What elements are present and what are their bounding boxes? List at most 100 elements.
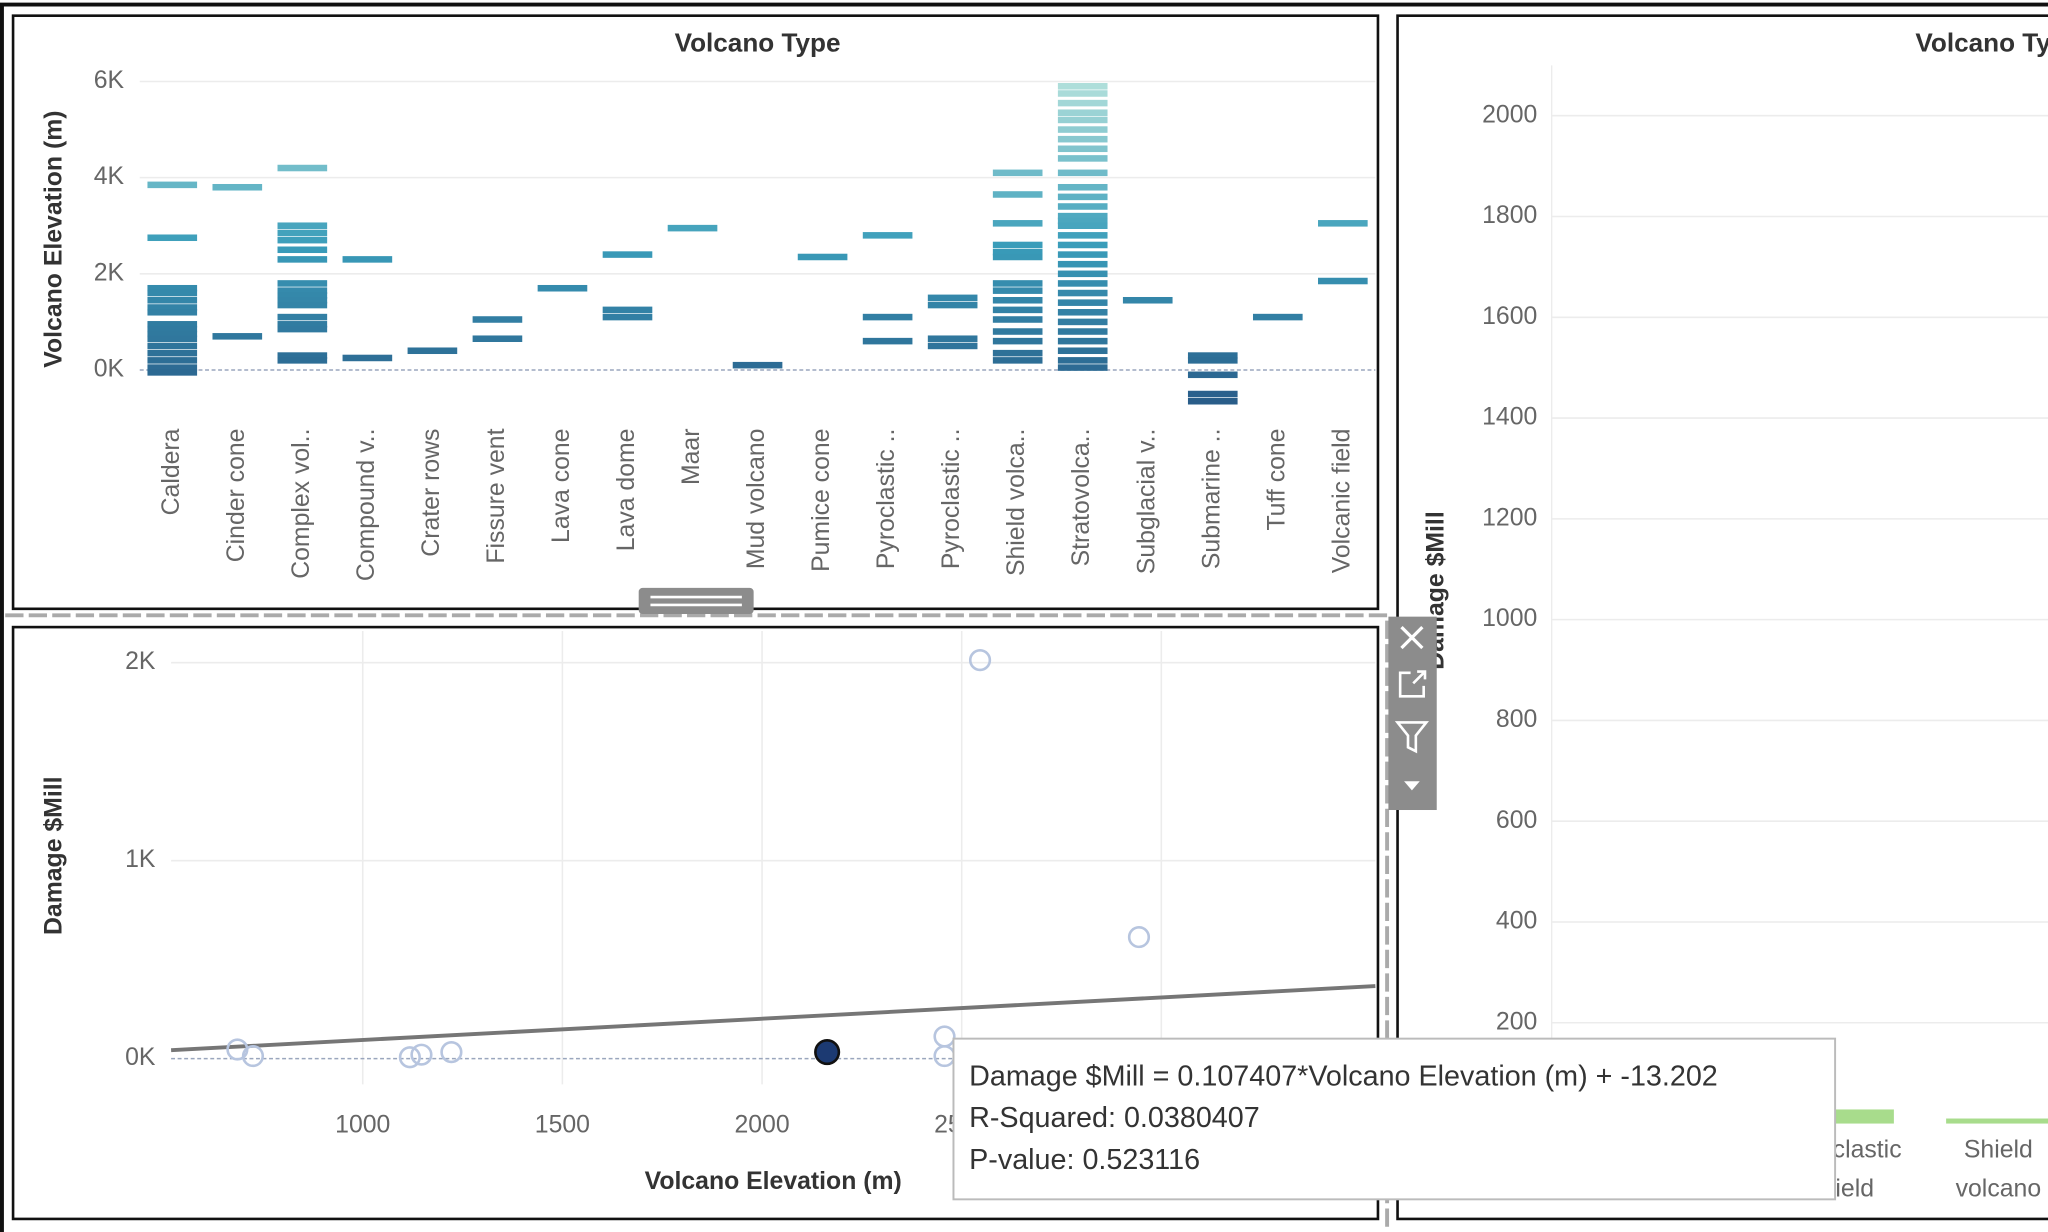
elevation-mark [862,337,913,345]
elevation-mark [147,181,198,189]
elevation-mark [1057,83,1108,90]
data-point [814,1039,841,1066]
elevation-mark [667,224,718,232]
elevation-mark [147,321,198,328]
elevation-mark [1057,203,1108,210]
toolbar [1388,616,1437,811]
elevation-mark [472,335,523,342]
elevation-mark [992,328,1043,335]
elevation-mark [147,335,198,342]
elevation-mark [1057,169,1108,177]
elevation-mark [147,357,198,364]
elevation-mark [1057,270,1108,278]
elevation-mark [602,313,653,321]
filter-button[interactable] [1394,721,1430,754]
elevation-mark [1057,145,1108,153]
elevation-mark [992,241,1043,249]
handle[interactable] [638,587,754,615]
elevation-mark [1057,217,1108,225]
elevation-mark [212,183,263,191]
elevation-mark [992,280,1043,287]
elevation-mark [1187,357,1238,364]
elevation-mark [1057,337,1108,345]
selection-border [5,613,1390,1229]
x-tick-label: Cinder cone [223,429,250,563]
elevation-mark [1057,193,1108,201]
elevation-mark [1057,309,1108,316]
elevation-mark [862,313,913,321]
x-tick-label: 1500 [535,1112,590,1139]
elevation-mark [1057,357,1108,364]
elevation-mark [992,253,1043,261]
elevation-mark [407,347,458,355]
elevation-mark [1057,135,1108,143]
chart-title: Volcano Type [675,27,841,57]
data-point [241,1044,265,1068]
elevation-mark [472,316,523,323]
x-tick-label: 2000 [734,1112,789,1139]
x-tick-label: Lava cone [548,429,575,543]
elevation-mark [1057,222,1108,229]
y-tick-label: 600 [1496,807,1537,834]
elevation-mark [1057,126,1108,133]
elevation-mark [1057,299,1108,306]
x-tick-label: Fissure vent [483,428,510,563]
elevation-mark [147,304,198,311]
elevation-mark [992,349,1043,357]
elevation-mark [537,284,588,292]
elevation-mark [1122,296,1173,304]
y-tick-label: 2K [94,259,125,286]
x-axis-title: Volcano Elevation (m) [645,1168,902,1195]
elevation-mark [1057,280,1108,287]
elevation-mark [1057,90,1108,97]
x-tick-label: Crater rows [418,429,445,557]
drag-handle[interactable] [638,587,754,615]
elevation-mark [147,296,198,304]
y-tick-label: 400 [1496,908,1537,935]
trend-line [170,984,1376,1053]
elevation-mark [797,253,848,261]
elevation-mark [992,337,1043,345]
y-tick-label: 0K [94,356,125,383]
y-tick-label: 1200 [1482,504,1537,531]
elevation-chart: Volcano Type Volcano Elevation (m) 0K 2K 4… [40,27,1376,581]
tooltip-box [952,1037,1837,1201]
elevation-mark [992,296,1043,304]
y-tick-label: 1K [125,846,156,873]
data-point [398,1046,421,1069]
elevation-mark [1187,390,1238,398]
y-tick-label: 800 [1496,706,1537,733]
x-tick-label: Shield volca.. [1003,429,1030,577]
elevation-mark [277,246,328,254]
elevation-mark [992,220,1043,227]
menu-button[interactable] [1404,781,1420,791]
elevation-mark [1057,347,1108,355]
x-tick-label: Complex vol.. [288,429,315,579]
elevation-mark [992,316,1043,323]
elevation-mark [1057,99,1108,107]
data-point [968,649,992,672]
y-tick-label: 0K [125,1044,156,1071]
close-button[interactable] [1400,625,1424,650]
elevation-mark [1057,109,1108,116]
elevation-mark [277,301,328,309]
elevation-mark [147,289,198,297]
y-tick-label: 6K [94,67,125,94]
elevation-mark [732,361,783,369]
data-point [410,1043,433,1066]
chart-title: Volcano Type [1915,27,2048,57]
elevation-mark [342,354,393,362]
popout-button[interactable] [1398,670,1427,698]
elevation-mark [277,229,328,237]
elevation-mark [147,309,198,316]
x-tick-label: Lava dome [613,429,640,552]
panel-border [11,625,1380,1221]
tooltip-line: R-Squared: 0.0380407 [969,1102,1260,1134]
elevation-mark [277,296,328,304]
elevation-mark [147,325,198,333]
x-tick-label: Caldera [158,428,185,515]
elevation-mark [1057,232,1108,239]
data-point [440,1040,463,1064]
y-tick-label: 2K [125,648,156,675]
